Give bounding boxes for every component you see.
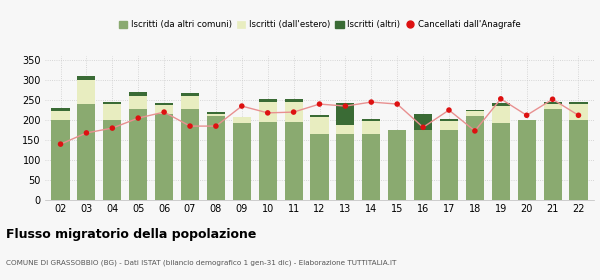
Bar — [52, 120, 70, 200]
Bar — [569, 102, 587, 104]
Bar — [129, 96, 147, 109]
Bar — [569, 104, 587, 120]
Point — [133, 116, 143, 120]
Bar — [492, 123, 510, 200]
Bar — [544, 102, 562, 104]
Bar — [259, 102, 277, 122]
Bar — [544, 109, 562, 200]
Bar — [544, 104, 562, 109]
Point — [444, 108, 454, 112]
Point — [418, 125, 428, 130]
Point — [211, 124, 221, 128]
Bar — [337, 125, 355, 134]
Bar — [155, 103, 173, 105]
Bar — [337, 134, 355, 200]
Bar — [52, 111, 70, 120]
Bar — [388, 130, 406, 200]
Text: Flusso migratorio della popolazione: Flusso migratorio della popolazione — [6, 228, 256, 241]
Bar — [284, 122, 302, 200]
Bar — [362, 119, 380, 121]
Bar — [233, 123, 251, 200]
Bar — [77, 76, 95, 80]
Bar — [259, 99, 277, 102]
Bar — [492, 106, 510, 123]
Bar — [414, 130, 432, 200]
Bar — [310, 115, 329, 117]
Bar — [466, 110, 484, 111]
Point — [289, 110, 298, 114]
Point — [367, 100, 376, 104]
Point — [341, 104, 350, 108]
Bar — [337, 103, 355, 125]
Bar — [181, 96, 199, 109]
Point — [522, 113, 532, 118]
Bar — [518, 120, 536, 200]
Bar — [466, 116, 484, 200]
Bar — [310, 134, 329, 200]
Bar — [129, 92, 147, 96]
Bar — [259, 122, 277, 200]
Bar — [362, 134, 380, 200]
Point — [263, 111, 272, 115]
Bar — [233, 117, 251, 123]
Bar — [310, 117, 329, 134]
Bar — [155, 105, 173, 114]
Bar — [77, 80, 95, 104]
Point — [496, 97, 506, 101]
Bar — [103, 120, 121, 200]
Bar — [440, 119, 458, 121]
Bar — [414, 114, 432, 130]
Bar — [284, 99, 302, 102]
Point — [237, 104, 247, 108]
Point — [574, 113, 583, 118]
Bar — [466, 111, 484, 116]
Legend: Iscritti (da altri comuni), Iscritti (dall'estero), Iscritti (altri), Cancellati: Iscritti (da altri comuni), Iscritti (da… — [115, 17, 524, 33]
Bar — [284, 102, 302, 122]
Point — [392, 102, 402, 106]
Bar — [155, 114, 173, 200]
Bar — [362, 121, 380, 134]
Point — [185, 124, 195, 128]
Bar — [181, 109, 199, 200]
Bar — [440, 121, 458, 130]
Bar — [569, 120, 587, 200]
Point — [315, 102, 325, 106]
Bar — [207, 112, 225, 114]
Point — [56, 142, 65, 146]
Bar — [181, 93, 199, 96]
Bar — [492, 103, 510, 106]
Point — [82, 131, 91, 135]
Bar — [103, 102, 121, 104]
Point — [470, 129, 479, 133]
Bar — [77, 104, 95, 200]
Point — [548, 97, 557, 102]
Bar — [103, 104, 121, 120]
Point — [107, 126, 117, 130]
Bar — [207, 114, 225, 116]
Bar — [52, 108, 70, 111]
Bar — [129, 109, 147, 200]
Text: COMUNE DI GRASSOBBIO (BG) - Dati ISTAT (bilancio demografico 1 gen-31 dic) - Ela: COMUNE DI GRASSOBBIO (BG) - Dati ISTAT (… — [6, 259, 397, 265]
Point — [160, 110, 169, 114]
Bar — [207, 116, 225, 200]
Bar — [440, 130, 458, 200]
